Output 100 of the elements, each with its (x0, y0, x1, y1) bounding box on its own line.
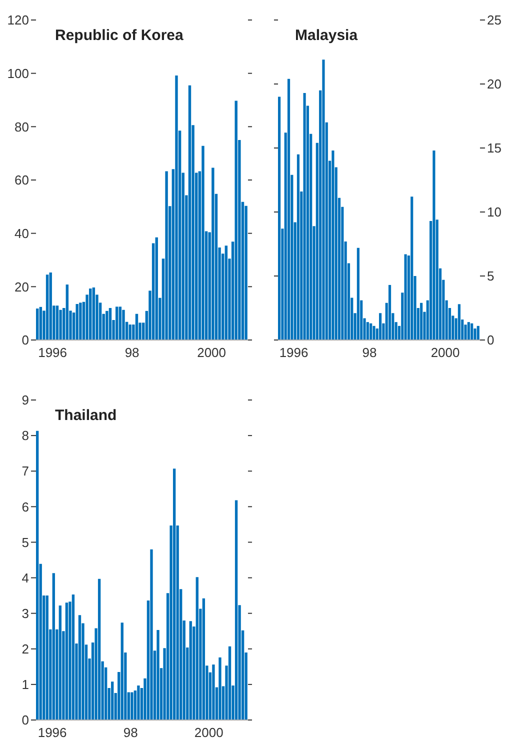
text: Malaysia (295, 27, 358, 44)
bar (202, 146, 204, 340)
bar (356, 248, 360, 340)
bar (135, 314, 138, 340)
bar (36, 308, 39, 340)
bar (212, 664, 215, 720)
bar (175, 75, 178, 340)
bar (65, 602, 68, 720)
y-tick-label: 20 (14, 279, 29, 294)
bar (72, 594, 75, 720)
bar (470, 323, 474, 340)
bar (130, 692, 134, 720)
bar (92, 287, 96, 340)
y-tick-label: 8 (22, 428, 29, 444)
x-tick-label: 98 (123, 725, 138, 740)
bar (332, 150, 334, 340)
bar (116, 306, 118, 340)
text: Republic of Korea (55, 27, 184, 44)
bar (66, 284, 69, 340)
bar (58, 606, 62, 720)
y-tick-label: 4 (22, 570, 29, 586)
bar (410, 196, 414, 340)
bar (79, 302, 82, 340)
y-tick-label: 7 (22, 464, 29, 479)
bar (122, 310, 125, 340)
bar (202, 598, 206, 720)
y-tick-label: 0 (22, 712, 29, 728)
bar (39, 306, 42, 340)
y-tick-label: 1 (22, 677, 29, 692)
bar (379, 313, 382, 340)
bar (189, 621, 192, 720)
bar (296, 154, 300, 340)
y2-tick-label: 15 (487, 140, 502, 156)
bar (156, 630, 160, 720)
y2-tick-label: 0 (487, 332, 494, 348)
bar (137, 686, 140, 720)
bar (120, 622, 124, 720)
y-tick-label: 100 (7, 66, 29, 81)
y-tick-label: 120 (7, 12, 29, 28)
bar (212, 168, 214, 340)
bar (228, 646, 232, 720)
x-tick-label: 98 (362, 345, 377, 360)
x-tick-label: 1996 (38, 725, 67, 740)
bar (49, 272, 52, 340)
y-tick-label: 40 (14, 226, 29, 241)
bar (420, 302, 423, 340)
bar (366, 322, 369, 340)
bar (388, 284, 392, 340)
bar (404, 254, 407, 340)
y2-tick-label: 20 (487, 76, 502, 92)
bar (196, 577, 198, 720)
y-tick-label: 80 (14, 119, 29, 134)
text: Thailand (55, 407, 117, 424)
bar (372, 326, 376, 340)
bar (278, 96, 281, 340)
x-tick-label: 98 (124, 345, 140, 360)
bar (234, 500, 238, 720)
bar (476, 326, 480, 340)
bar (244, 206, 248, 340)
bar (224, 246, 228, 340)
bar (165, 171, 168, 340)
y-tick-label: 60 (14, 172, 29, 188)
bar (118, 306, 122, 340)
bar (46, 274, 49, 340)
bar (108, 308, 112, 340)
bar (56, 306, 59, 340)
bar (89, 288, 92, 340)
x-tick-label: 2000 (430, 345, 460, 360)
bar (218, 657, 222, 720)
bar (287, 78, 290, 340)
bar (78, 615, 82, 720)
x-tick-label: 1996 (279, 345, 308, 360)
y-tick-label: 5 (22, 534, 29, 550)
y2-tick-label: 25 (487, 12, 502, 28)
y2-tick-label: 5 (487, 268, 494, 284)
bar (322, 60, 325, 340)
bar (458, 304, 460, 340)
bar (111, 682, 114, 720)
bar (188, 85, 192, 340)
y-tick-label: 2 (22, 642, 29, 657)
x-tick-label: 1996 (38, 345, 68, 360)
y-tick-label: 0 (22, 332, 29, 348)
bar (432, 150, 436, 340)
bar (370, 323, 372, 340)
y-tick-label: 3 (22, 606, 29, 621)
x-tick-label: 2000 (194, 725, 224, 740)
bar (155, 237, 158, 340)
bar (234, 100, 238, 340)
y-tick-label: 6 (22, 499, 29, 514)
bar (76, 304, 78, 340)
bar (98, 578, 101, 720)
bar (46, 596, 48, 720)
bar (59, 310, 62, 340)
bar (150, 549, 153, 720)
y2-tick-label: 10 (487, 204, 502, 220)
bar (52, 573, 55, 720)
bar (172, 468, 176, 720)
bar (303, 92, 306, 340)
bar (106, 310, 108, 340)
y-tick-label: 9 (22, 392, 29, 408)
